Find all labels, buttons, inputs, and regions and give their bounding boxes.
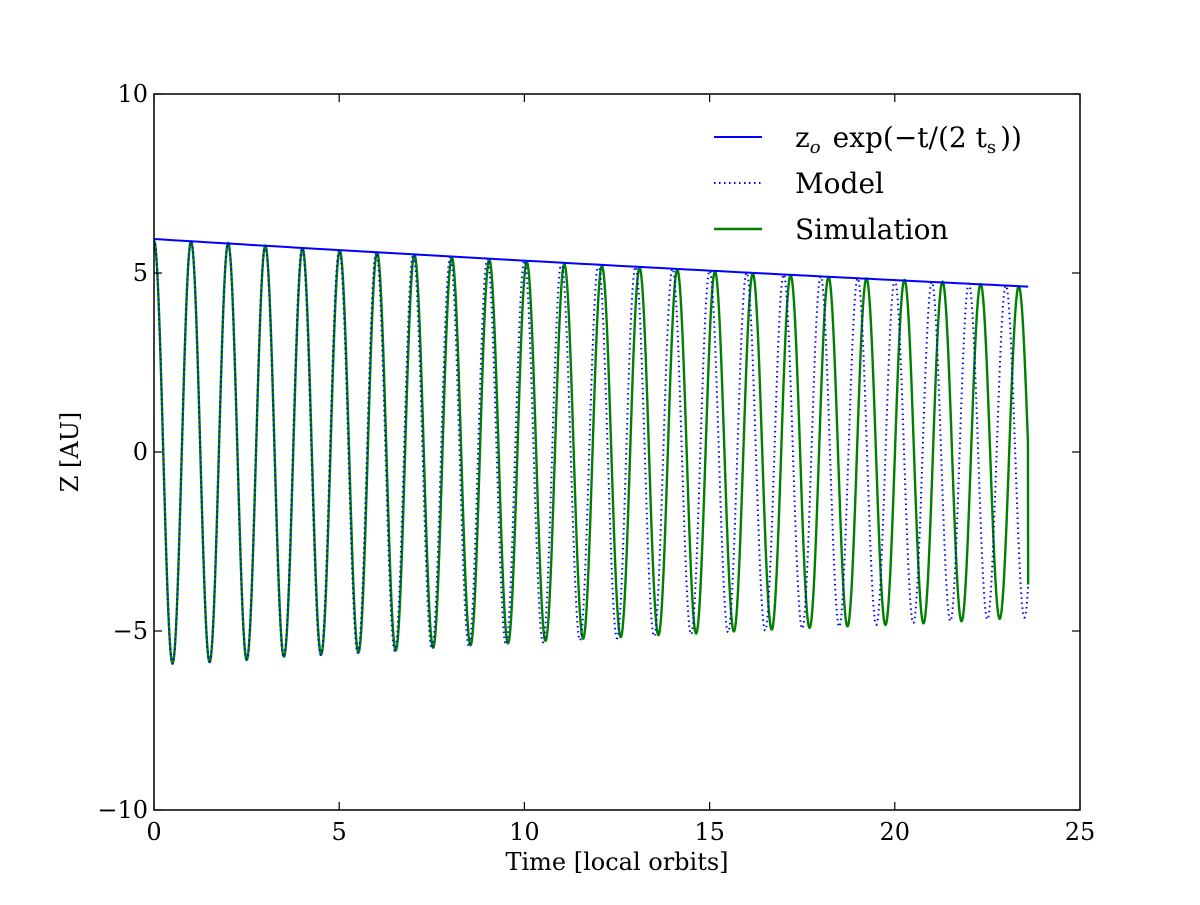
x-tick-labels: 0 5 10 15 20 25 <box>146 818 1095 846</box>
x-tick-label: 20 <box>880 818 911 846</box>
y-tick-label: −5 <box>113 617 148 645</box>
legend-label-envelope-z: z <box>795 121 810 154</box>
series-line-envelope <box>153 237 1029 288</box>
legend: zo exp(−t/(2 ts)) Model Simulation <box>714 121 1022 246</box>
x-tick-label: 25 <box>1065 818 1096 846</box>
y-tick-label: −10 <box>97 796 148 824</box>
legend-label-model: Model <box>795 167 884 200</box>
legend-label-envelope-sub-o: o <box>810 137 821 158</box>
x-axis-title: Time [local orbits] <box>505 848 728 876</box>
legend-label-simulation: Simulation <box>795 213 948 246</box>
y-tick-label: 0 <box>133 438 148 466</box>
legend-label-envelope-end: )) <box>1000 121 1022 154</box>
legend-label-envelope: zo exp(−t/(2 ts)) <box>795 121 1022 158</box>
y-tick-label: 5 <box>133 259 148 287</box>
series-layer <box>153 237 1030 665</box>
legend-label-envelope-mid: exp(−t/(2 t <box>833 121 988 154</box>
y-tick-label: 10 <box>117 80 148 108</box>
y-axis-title: Z [AU] <box>56 412 84 493</box>
legend-label-envelope-sub-s: s <box>987 137 996 158</box>
plot-area <box>154 94 1080 810</box>
y-ticks <box>154 93 1080 811</box>
x-tick-label: 15 <box>694 818 725 846</box>
y-tick-labels: −10 −5 0 5 10 <box>97 80 148 824</box>
series-line-simulation <box>153 239 1030 665</box>
x-ticks <box>153 94 1081 810</box>
series-line-model <box>153 238 1030 665</box>
x-tick-label: 5 <box>332 818 347 846</box>
x-tick-label: 0 <box>146 818 161 846</box>
x-tick-label: 10 <box>509 818 540 846</box>
